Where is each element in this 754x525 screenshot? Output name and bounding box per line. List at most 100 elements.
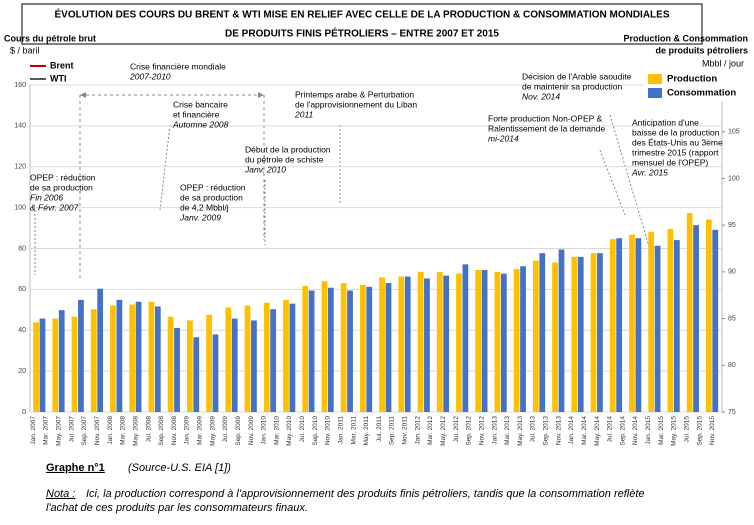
annotation: et financière	[173, 109, 220, 119]
x-tick-label: Nov. 2008	[171, 416, 178, 446]
legend-label: Brent	[50, 60, 74, 70]
y2-tick-label: 85	[728, 315, 736, 322]
bar	[500, 273, 507, 412]
x-tick-label: Nov. 2015	[709, 416, 716, 446]
annotation: des États-Unis au 3ème	[632, 137, 723, 147]
bar	[347, 290, 353, 412]
bar	[481, 269, 488, 412]
bar	[167, 316, 174, 412]
x-tick-label: Jan. 2009	[184, 416, 191, 445]
x-tick-label: Jul. 2013	[530, 416, 537, 443]
annotation: de sa production	[30, 182, 93, 192]
bar	[148, 301, 155, 412]
bar	[366, 286, 373, 412]
y2-tick-label: 80	[728, 362, 736, 369]
annotation: Décision de l'Arable saoudite	[522, 71, 632, 81]
bar	[33, 322, 39, 412]
bar	[456, 273, 462, 412]
x-tick-label: Mar. 2013	[504, 416, 511, 445]
bar	[462, 264, 469, 412]
annotation-date: Janv. 2009	[179, 212, 221, 222]
annotation: du pétrole de schiste	[245, 154, 324, 164]
title-box	[21, 3, 703, 45]
x-tick-label: May. 2013	[517, 416, 524, 446]
annotation: de sa production	[180, 192, 243, 202]
annotation: mensuel de l'OPEP)	[632, 157, 708, 167]
bar	[609, 239, 616, 412]
bar	[558, 249, 565, 412]
y-tick-label: 40	[18, 327, 26, 334]
chart-title: ÉVOLUTION DES COURS DU BRENT & WTI MISE …	[54, 8, 669, 21]
x-tick-label: Mar. 2015	[658, 416, 665, 445]
annotation-date: Automne 2008	[172, 119, 229, 129]
annotation: baisse de la production	[632, 127, 720, 137]
annotation: de 4,2 Mbbl/j	[180, 202, 229, 212]
bar	[654, 245, 661, 412]
y2-tick-label: 105	[728, 129, 740, 136]
bar	[116, 299, 123, 412]
annotation-date: Fin 2006	[30, 192, 63, 202]
bar	[289, 303, 296, 412]
x-tick-label: Sep. 2015	[696, 416, 703, 446]
legend-label: Consommation	[667, 88, 736, 99]
legend-label: Production	[667, 74, 717, 85]
bar	[244, 305, 251, 412]
bar	[539, 253, 546, 412]
y-tick-label: 160	[14, 82, 26, 89]
bar	[705, 219, 712, 412]
bar	[193, 337, 200, 412]
x-tick-label: Jan. 2010	[261, 416, 268, 445]
bar	[52, 318, 59, 412]
note: l'achat de ces produits par les consomma…	[46, 502, 308, 514]
bar	[321, 281, 328, 412]
x-tick-label: Jul. 2011	[376, 416, 383, 442]
x-tick-label: Jan. 2011	[337, 416, 344, 444]
bar	[616, 238, 623, 412]
bar	[308, 290, 315, 412]
x-tick-label: Jul. 2007	[68, 416, 75, 443]
x-tick-label: May. 2007	[56, 416, 63, 446]
annotation: Printemps arabe & Perturbation	[295, 89, 414, 99]
bar	[667, 228, 674, 412]
x-tick-label: May. 2012	[440, 416, 447, 446]
bar	[78, 299, 84, 412]
bar	[712, 229, 719, 412]
bar	[417, 271, 424, 412]
bar	[129, 304, 136, 412]
x-tick-label: Jul. 2008	[145, 416, 152, 443]
y-axis-label: Cours du pétrole brut	[4, 33, 96, 43]
x-tick-label: Sep. 2010	[312, 416, 319, 446]
annotation: OPEP : réduction	[180, 182, 246, 192]
x-tick-label: Nov. 2013	[555, 416, 562, 446]
bar	[597, 253, 603, 412]
bar	[270, 309, 277, 412]
graph-number: Graphe n°1	[46, 462, 105, 474]
annotation: de l'approvisionnement du Liban	[295, 99, 417, 109]
bar	[404, 276, 411, 412]
y-tick-label: 20	[18, 368, 26, 375]
annotation-date: & Févr. 2007	[30, 202, 79, 212]
y-tick-label: 60	[18, 286, 26, 293]
y-tick-label: 140	[14, 123, 26, 130]
bar	[71, 316, 78, 412]
annotation: Crise financière mondiale	[130, 61, 226, 71]
legend-swatch	[648, 74, 662, 84]
x-tick-label: Nov. 2007	[94, 416, 101, 446]
chart-title: DE PRODUITS FINIS PÉTROLIERS – ENTRE 200…	[225, 27, 499, 40]
annotation: Début de la production	[245, 144, 331, 154]
annotation-date: 2011	[294, 109, 314, 119]
x-tick-label: Mar. 2009	[197, 416, 204, 445]
legend-label: WTI	[50, 73, 67, 83]
annotation: de maintenir sa production	[522, 81, 622, 91]
x-tick-label: Nov. 2011	[402, 416, 409, 445]
bar	[494, 271, 501, 412]
annotation: OPEP : réduction	[30, 172, 96, 182]
annotation-date: Nov. 2014	[522, 91, 560, 101]
bar	[571, 256, 578, 412]
bar	[436, 271, 443, 412]
annotation-date: Avr. 2015	[631, 167, 668, 177]
bar	[424, 278, 430, 412]
x-tick-label: Mar. 2007	[43, 416, 50, 445]
pointer	[609, 114, 651, 251]
bar	[251, 320, 257, 412]
